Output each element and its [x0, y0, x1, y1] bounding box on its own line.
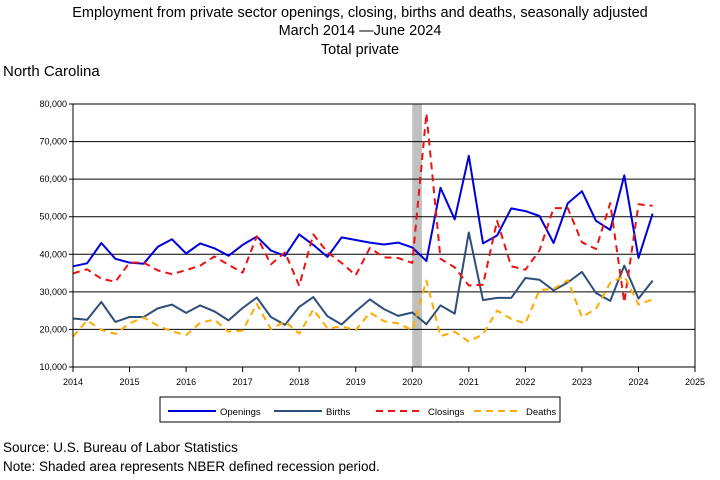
legend-label-deaths: Deaths	[526, 407, 556, 418]
y-tick-label: 40,000	[39, 249, 67, 259]
x-tick-label: 2021	[459, 377, 479, 387]
legend-label-births: Births	[326, 407, 351, 418]
series-line-births	[72, 231, 654, 326]
recession-band	[412, 104, 422, 367]
y-tick-label: 50,000	[39, 212, 67, 222]
x-tick-label: 2014	[63, 377, 83, 387]
series-line-deaths	[72, 275, 653, 343]
x-tick-label: 2024	[628, 377, 648, 387]
legend-box	[159, 396, 561, 423]
legend-label-openings: Openings	[220, 407, 261, 418]
legend-label-closings: Closings	[428, 407, 465, 418]
y-tick-label: 20,000	[39, 324, 67, 334]
x-tick-label: 2025	[685, 377, 705, 387]
x-tick-label: 2019	[346, 377, 366, 387]
x-tick-label: 2015	[120, 377, 140, 387]
recession-note: Note: Shaded area represents NBER define…	[3, 459, 380, 474]
x-tick-label: 2016	[176, 377, 196, 387]
y-tick-label: 60,000	[39, 174, 67, 184]
y-tick-label: 10,000	[39, 362, 67, 372]
chart-title-line-3: Total private	[320, 42, 400, 58]
chart-title-line-2: March 2014 —June 2024	[278, 23, 442, 39]
series-line-closings	[72, 112, 653, 304]
y-tick-label: 30,000	[39, 287, 67, 297]
plot-frame	[72, 103, 696, 368]
x-tick-label: 2023	[572, 377, 592, 387]
x-tick-label: 2018	[289, 377, 309, 387]
x-tick-label: 2022	[515, 377, 535, 387]
x-tick-label: 2020	[402, 377, 422, 387]
y-tick-label: 70,000	[39, 137, 67, 147]
source-note: Source: U.S. Bureau of Labor Statistics	[3, 440, 238, 455]
chart-title-line-1: Employment from private sector openings,…	[72, 5, 648, 21]
series-line-openings	[72, 154, 654, 268]
region-label: North Carolina	[3, 63, 100, 80]
y-tick-label: 80,000	[39, 99, 67, 109]
x-tick-label: 2017	[233, 377, 253, 387]
